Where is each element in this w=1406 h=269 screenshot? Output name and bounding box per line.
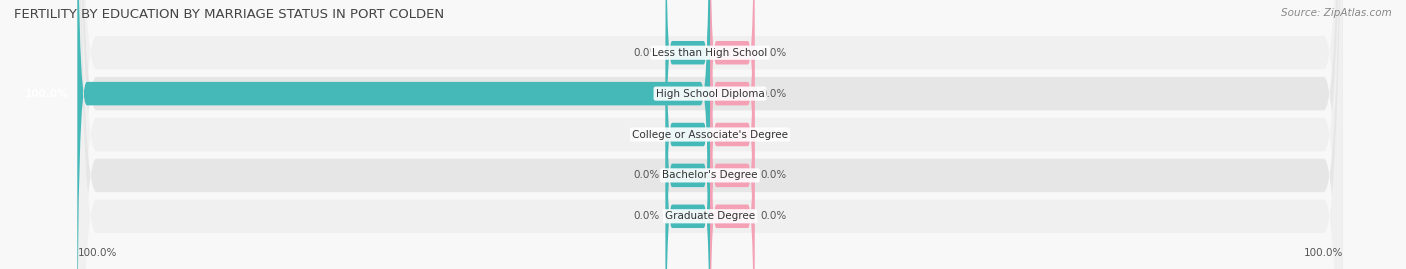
FancyBboxPatch shape [666,0,710,269]
FancyBboxPatch shape [77,0,1343,269]
Text: 0.0%: 0.0% [761,211,787,221]
FancyBboxPatch shape [710,0,755,269]
Text: FERTILITY BY EDUCATION BY MARRIAGE STATUS IN PORT COLDEN: FERTILITY BY EDUCATION BY MARRIAGE STATU… [14,8,444,21]
FancyBboxPatch shape [77,0,1343,269]
Legend: Married, Unmarried: Married, Unmarried [626,266,794,269]
FancyBboxPatch shape [710,0,755,269]
Text: 0.0%: 0.0% [761,89,787,99]
FancyBboxPatch shape [666,0,710,245]
Text: Bachelor's Degree: Bachelor's Degree [662,170,758,180]
FancyBboxPatch shape [77,0,710,269]
Text: 0.0%: 0.0% [633,48,659,58]
Text: 100.0%: 100.0% [24,89,67,99]
Text: High School Diploma: High School Diploma [655,89,765,99]
Text: 100.0%: 100.0% [77,248,117,258]
FancyBboxPatch shape [666,0,710,269]
Text: 100.0%: 100.0% [1303,248,1343,258]
Text: 0.0%: 0.0% [761,129,787,140]
FancyBboxPatch shape [710,0,755,269]
Text: Less than High School: Less than High School [652,48,768,58]
Text: 0.0%: 0.0% [633,211,659,221]
Text: Graduate Degree: Graduate Degree [665,211,755,221]
FancyBboxPatch shape [77,0,1343,269]
FancyBboxPatch shape [666,24,710,269]
FancyBboxPatch shape [77,0,1343,269]
FancyBboxPatch shape [710,0,755,245]
FancyBboxPatch shape [710,24,755,269]
Text: 0.0%: 0.0% [761,48,787,58]
Text: College or Associate's Degree: College or Associate's Degree [633,129,787,140]
Text: 0.0%: 0.0% [633,170,659,180]
Text: 0.0%: 0.0% [633,129,659,140]
Text: 0.0%: 0.0% [761,170,787,180]
FancyBboxPatch shape [77,0,1343,269]
Text: Source: ZipAtlas.com: Source: ZipAtlas.com [1281,8,1392,18]
